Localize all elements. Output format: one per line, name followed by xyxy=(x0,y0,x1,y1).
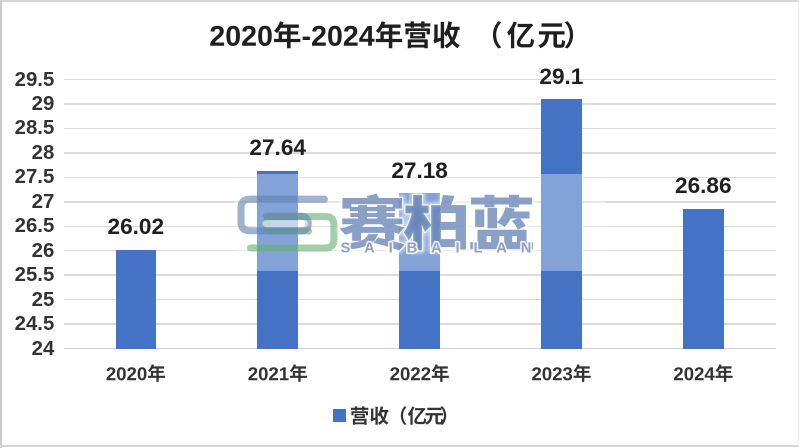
svg-text:SAIBAILAN: SAIBAILAN xyxy=(341,241,546,257)
svg-text:SAIBAILAN: SAIBAILAN xyxy=(341,241,546,257)
